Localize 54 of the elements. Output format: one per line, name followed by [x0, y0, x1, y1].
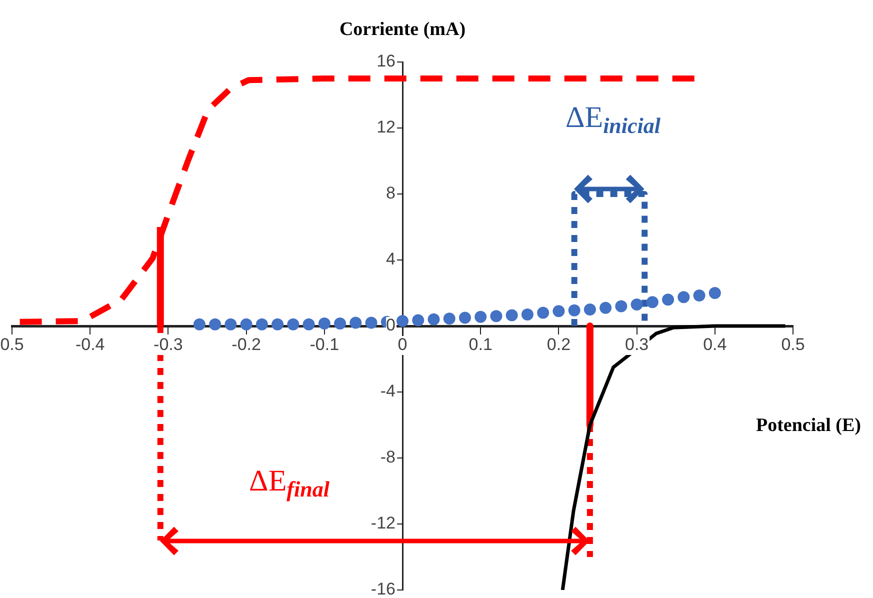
point: [350, 316, 362, 329]
point: [428, 313, 440, 326]
point: [209, 318, 222, 330]
y-tick-label: -8: [380, 448, 396, 467]
point: [568, 304, 580, 316]
point: [693, 289, 706, 302]
point: [193, 318, 206, 330]
x-tick-label: 0.4: [703, 335, 727, 354]
point: [630, 298, 643, 311]
point: [646, 296, 658, 308]
x-tick-label: -0.4: [75, 335, 105, 354]
point: [600, 302, 612, 314]
point: [396, 315, 408, 328]
point: [224, 318, 237, 330]
point: [615, 300, 628, 312]
y-tick-label: 8: [386, 184, 396, 203]
y-tick-label: 16: [376, 52, 396, 71]
point: [678, 291, 690, 304]
point: [584, 304, 596, 316]
y-tick-label: 4: [386, 250, 396, 269]
x-tick-label: -0.2: [232, 335, 261, 354]
x-tick-label: -0.1: [310, 335, 340, 354]
y-tick-label: -16: [370, 580, 396, 598]
point: [458, 312, 471, 324]
point: [490, 310, 502, 322]
x-tick-label: -0.3: [154, 335, 183, 354]
point: [412, 314, 424, 326]
point: [287, 318, 300, 330]
point: [521, 308, 534, 320]
point: [334, 318, 346, 330]
y-tick-label: 12: [376, 118, 396, 137]
point: [302, 318, 315, 330]
x-tick-label: 0.3: [624, 335, 649, 354]
x-tick-label: 0.2: [546, 335, 571, 354]
point: [365, 316, 378, 329]
x-tick-label: 0.1: [468, 335, 492, 354]
x-axis-title: Potencial (E): [756, 415, 861, 436]
point: [256, 318, 268, 330]
y-axis-title: Corriente (mA): [339, 18, 466, 40]
y-tick-label: -12: [370, 514, 396, 533]
point: [443, 312, 456, 325]
point: [506, 309, 518, 322]
point: [474, 310, 487, 323]
point: [272, 318, 284, 330]
point: [537, 306, 550, 319]
point: [240, 318, 252, 330]
x-tick-label: 0.5: [0, 335, 24, 354]
point: [662, 294, 674, 306]
point: [552, 305, 565, 318]
y-tick-label: 0: [386, 316, 396, 335]
y-tick-label: -4: [380, 382, 396, 401]
point: [708, 287, 721, 299]
point: [318, 318, 330, 330]
x-tick-label: 0.5: [781, 335, 805, 354]
